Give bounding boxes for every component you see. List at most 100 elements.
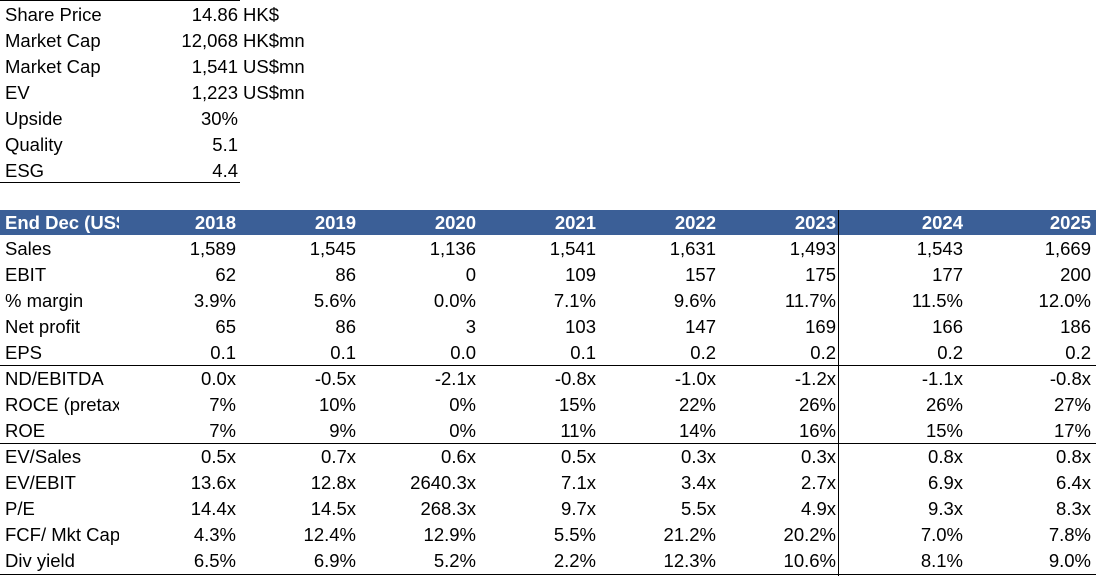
year-header: 2021: [554, 212, 596, 233]
table-cell: 0.8x: [1056, 446, 1091, 467]
table-cell: 1,631: [669, 238, 716, 259]
summary-row-share-price: Share Price 14.86 HK$: [0, 2, 340, 28]
table-cell: 0.6x: [441, 446, 476, 467]
section-rule: [0, 365, 1096, 366]
summary-row-market-cap-hkd: Market Cap 12,068 HK$mn: [0, 28, 340, 54]
summary-row-quality: Quality 5.1: [0, 132, 340, 158]
row-label: EV/EBIT: [5, 472, 76, 493]
table-cell: 0%: [449, 420, 476, 441]
summary-value: 5.1: [212, 134, 238, 155]
table-cell: 11.5%: [911, 290, 963, 311]
table-cell: -2.1x: [434, 368, 476, 389]
table-cell: 5.2%: [433, 550, 476, 571]
table-cell: 6.9x: [928, 472, 963, 493]
table-cell: 86: [335, 316, 356, 337]
table-cell: 1,493: [789, 238, 836, 259]
row-label: EPS: [5, 342, 43, 363]
table-cell: 1,136: [429, 238, 476, 259]
summary-value: 4.4: [212, 160, 238, 181]
table-cell: 3: [465, 316, 476, 337]
table-cell: 166: [932, 316, 963, 337]
table-cell: 2.2%: [553, 550, 596, 571]
year-header: 2020: [434, 212, 476, 233]
summary-label: Share Price: [5, 4, 102, 25]
row-label: ROCE (pretax): [5, 394, 119, 415]
summary-label: ESG: [5, 160, 45, 181]
table-cell: 9.6%: [673, 290, 716, 311]
table-cell: 0.0: [450, 342, 476, 363]
table-cell: 8.1%: [920, 550, 963, 571]
table-cell: 8.3x: [1056, 498, 1091, 519]
summary-row-ev: EV 1,223 US$mn: [0, 80, 340, 106]
table-cell: 6.4x: [1056, 472, 1091, 493]
table-cell: 6.5%: [193, 550, 236, 571]
table-cell: 15%: [925, 420, 963, 441]
table-cell: 0.1: [330, 342, 356, 363]
table-cell: 0.3x: [681, 446, 716, 467]
row-label: EBIT: [5, 264, 47, 285]
table-row: % margin 3.9% 5.6% 0.0% 7.1% 9.6% 11.7% 11.5% 12…: [0, 288, 1096, 314]
table-cell: 0.2: [937, 342, 963, 363]
table-cell: 22%: [678, 394, 716, 415]
year-header: 2025: [1049, 212, 1091, 233]
summary-row-upside: Upside 30%: [0, 106, 340, 132]
year-header: 2022: [674, 212, 716, 233]
row-label: EV/Sales: [5, 446, 82, 467]
table-cell: 2.7x: [801, 472, 836, 493]
table-bottom-rule: [0, 574, 1096, 575]
summary-value: 1,541: [191, 56, 238, 77]
table-cell: 0.3x: [801, 446, 836, 467]
table-cell: -1.1x: [921, 368, 963, 389]
table-row: P/E 14.4x 14.5x 268.3x 9.7x 5.5x 4.9x 9.3x 8.3x: [0, 496, 1096, 522]
summary-label: Quality: [5, 134, 63, 155]
row-label: FCF/ Mkt Cap: [5, 524, 119, 545]
summary-value: 30%: [200, 108, 238, 129]
table-cell: -0.8x: [554, 368, 596, 389]
table-cell: 15%: [558, 394, 596, 415]
table-cell: 7.8%: [1048, 524, 1091, 545]
table-cell: 2640.3x: [410, 472, 476, 493]
table-cell: -1.2x: [794, 368, 836, 389]
table-cell: 7.1x: [561, 472, 596, 493]
table-cell: 86: [335, 264, 356, 285]
table-cell: 26%: [798, 394, 836, 415]
table-cell: 4.9x: [801, 498, 836, 519]
summary-label: Upside: [5, 108, 63, 129]
table-cell: 6.9%: [313, 550, 356, 571]
table-cell: 186: [1060, 316, 1091, 337]
table-cell: 9.3x: [928, 498, 963, 519]
summary-label: Market Cap: [5, 30, 101, 51]
summary-value: 12,068: [181, 30, 238, 51]
summary-row-esg: ESG 4.4: [0, 158, 340, 184]
table-cell: 0.1: [210, 342, 236, 363]
table-cell: 0.7x: [321, 446, 356, 467]
summary-label: Market Cap: [5, 56, 101, 77]
table-row: ROCE (pretax) 7% 10% 0% 15% 22% 26% 26% 27%: [0, 392, 1096, 418]
summary-unit: US$mn: [243, 82, 305, 103]
year-header: 2024: [921, 212, 963, 233]
table-cell: 1,589: [189, 238, 236, 259]
table-cell: 3.4x: [681, 472, 716, 493]
table-cell: 9.7x: [561, 498, 596, 519]
table-cell: 200: [1060, 264, 1091, 285]
table-cell: 27%: [1053, 394, 1091, 415]
table-cell: 5.6%: [313, 290, 356, 311]
table-row: EBIT 62 86 0 109 157 175 177 200: [0, 262, 1096, 288]
table-cell: 0.2: [1065, 342, 1091, 363]
table-cell: 169: [805, 316, 836, 337]
table-cell: 9%: [329, 420, 356, 441]
table-row: ND/EBITDA 0.0x -0.5x -2.1x -0.8x -1.0x -1.2x -1…: [0, 366, 1096, 392]
table-cell: 0.0x: [201, 368, 236, 389]
header-label: End Dec (US$mn): [5, 212, 119, 233]
table-cell: 0.8x: [928, 446, 963, 467]
table-cell: 0.0%: [433, 290, 476, 311]
table-cell: -1.0x: [674, 368, 716, 389]
table-cell: 0: [465, 264, 476, 285]
table-cell: 14%: [678, 420, 716, 441]
table-row: EPS 0.1 0.1 0.0 0.1 0.2 0.2 0.2 0.2: [0, 340, 1096, 366]
table-cell: 9.0%: [1048, 550, 1091, 571]
table-cell: 13.6x: [190, 472, 236, 493]
table-cell: 109: [565, 264, 596, 285]
table-row: Sales 1,589 1,545 1,136 1,541 1,631 1,493 1,543…: [0, 236, 1096, 262]
table-cell: 5.5%: [553, 524, 596, 545]
